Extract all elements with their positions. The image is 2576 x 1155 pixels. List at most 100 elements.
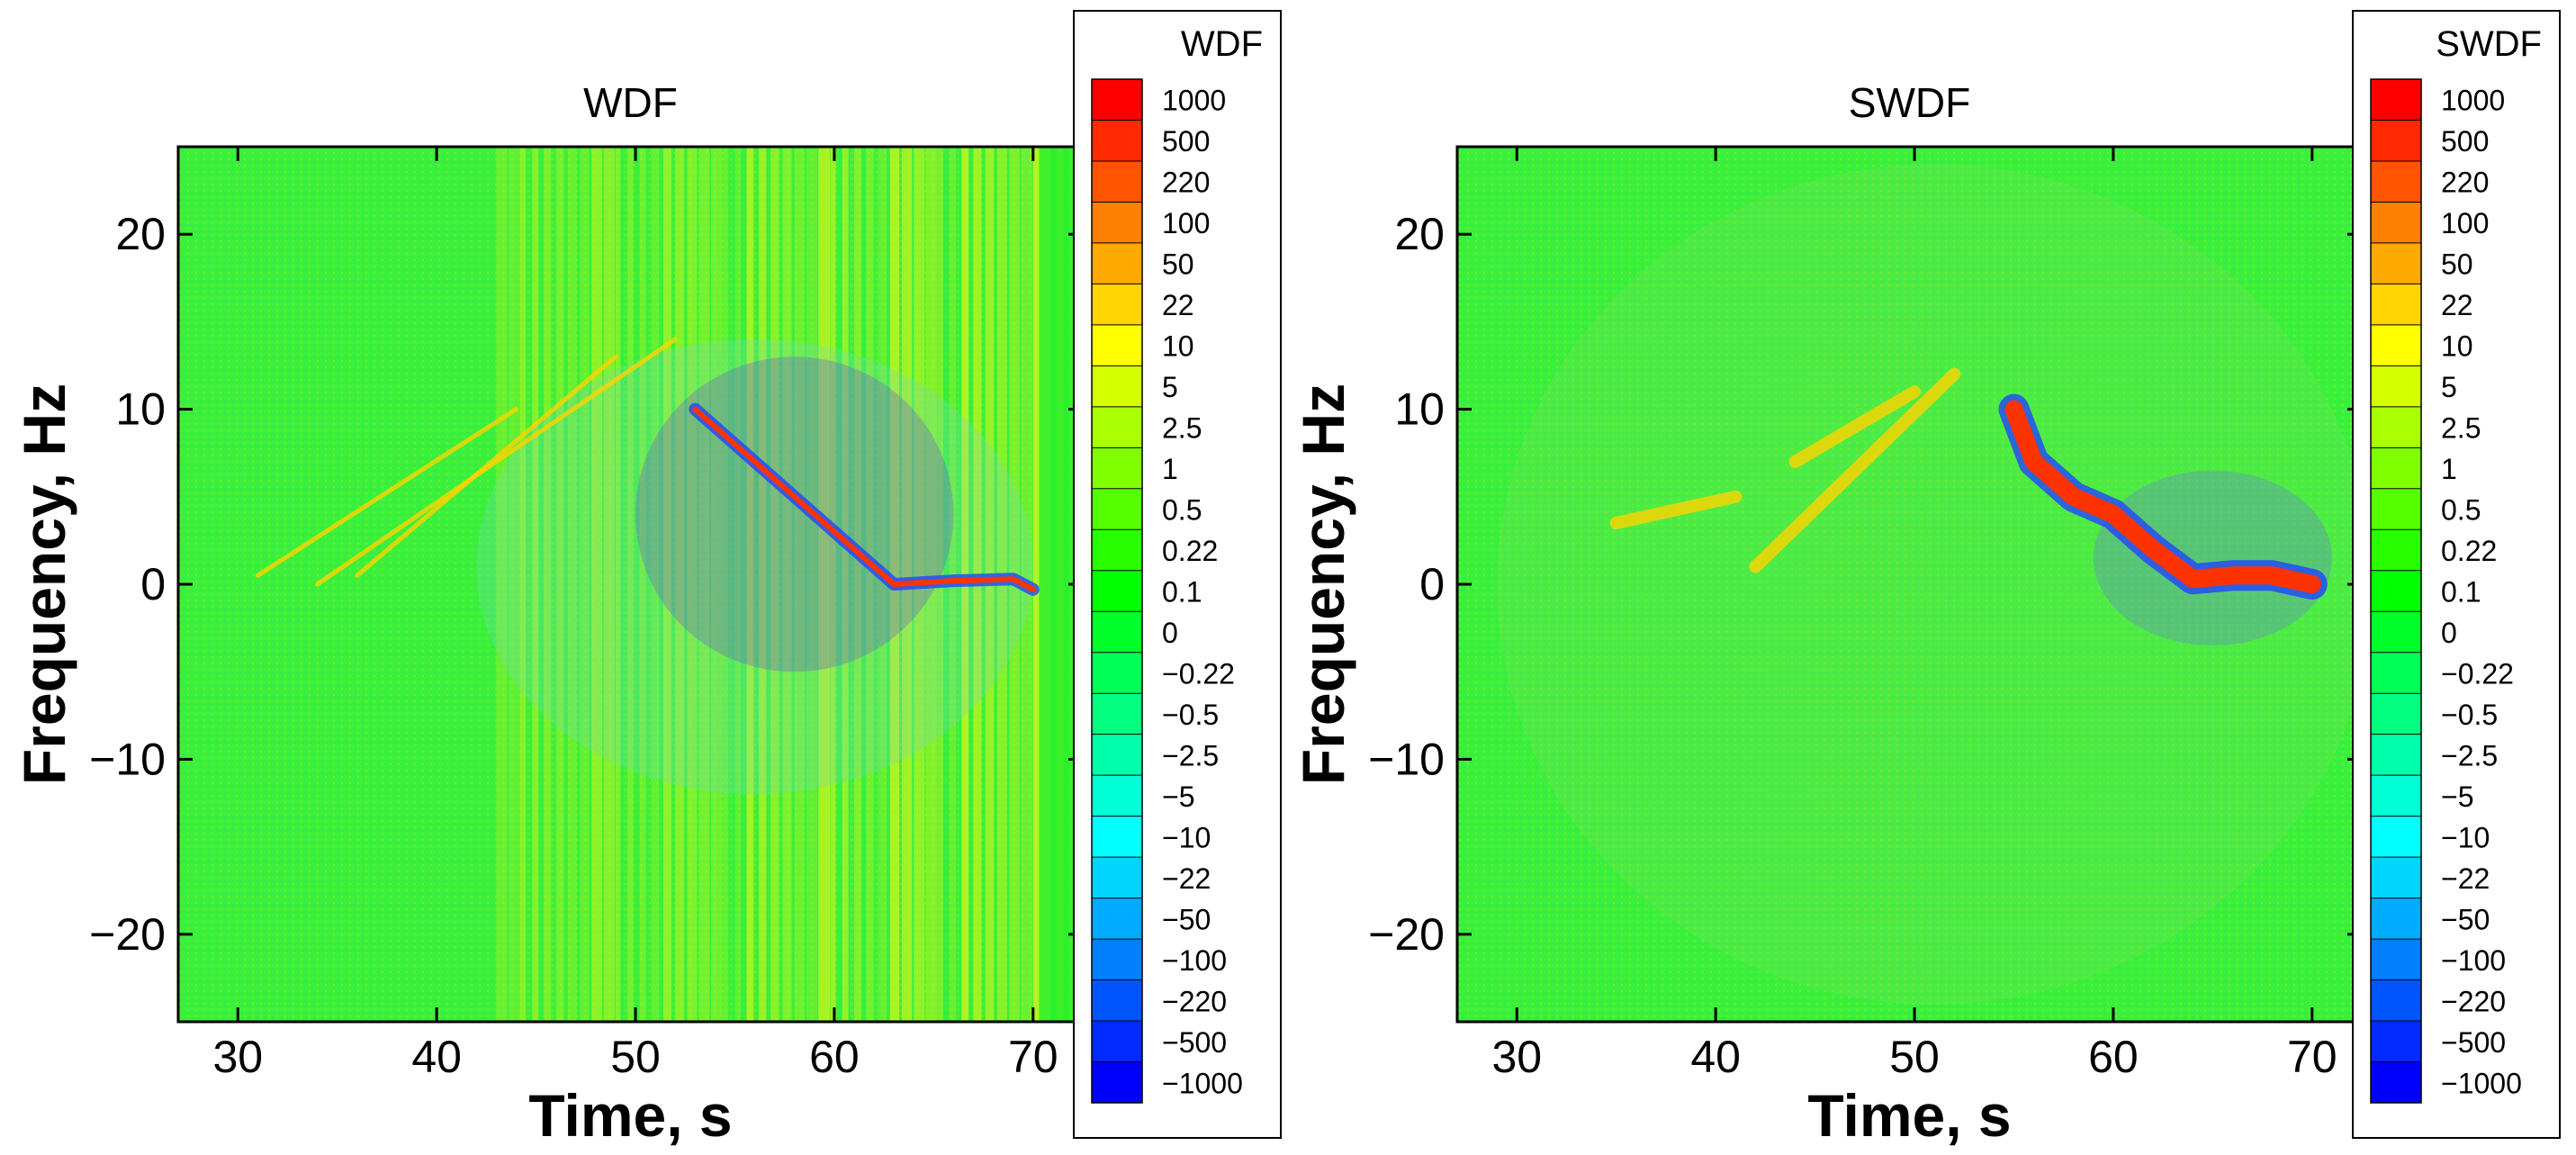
y-tick-label: 20 xyxy=(115,209,166,259)
plot-area xyxy=(178,147,1083,1022)
vertical-band xyxy=(532,147,539,1022)
colorbar-swatch xyxy=(1092,979,1142,1022)
colorbar-swatch xyxy=(1092,324,1142,366)
colorbar-label: 1 xyxy=(2441,453,2457,485)
colorbar-outline xyxy=(2370,78,2422,1104)
colorbar-label: −1000 xyxy=(2441,1067,2522,1099)
colorbar-swatch xyxy=(2371,1061,2421,1104)
vertical-band xyxy=(567,147,577,1022)
colorbar-swatch xyxy=(2371,611,2421,654)
colorbar-label: −0.22 xyxy=(1162,657,1235,690)
colorbar-swatch xyxy=(1092,529,1142,572)
colorbar-swatch xyxy=(2371,734,2421,776)
interference-region xyxy=(476,338,1033,795)
ridge xyxy=(2004,400,2321,593)
colorbar-label: −0.5 xyxy=(1162,699,1219,731)
colorbar-label: −100 xyxy=(1162,944,1227,977)
colorbar-swatch xyxy=(2371,447,2421,490)
colorbar-label: −50 xyxy=(1162,903,1211,935)
colorbar-swatch xyxy=(2371,693,2421,735)
ridge xyxy=(692,406,1036,592)
vertical-band xyxy=(830,147,836,1022)
colorbar-label: 0.1 xyxy=(2441,576,2481,609)
colorbar-swatch xyxy=(2371,488,2421,530)
colorbar-title: SWDF xyxy=(2436,24,2542,64)
vertical-band xyxy=(878,147,887,1022)
colorbar-swatch xyxy=(1092,857,1142,899)
x-tick-label: 70 xyxy=(2287,1032,2337,1082)
colorbar-swatch xyxy=(1092,120,1142,162)
vertical-band xyxy=(651,147,659,1022)
y-tick-label: 0 xyxy=(1419,559,1445,609)
colorbar-swatch xyxy=(1092,447,1142,490)
colorbar: WDF 1000 500 220 100 50 22 10 5 2.5 1 0.5 0.22 0.1 0 −0… xyxy=(1073,10,1282,1139)
x-tick-label: 60 xyxy=(809,1032,860,1082)
vertical-band xyxy=(544,147,552,1022)
y-tick-label: −10 xyxy=(1368,734,1445,784)
colorbar-swatch xyxy=(2371,365,2421,408)
x-tick-label: 30 xyxy=(1491,1032,1542,1082)
colorbar-swatch xyxy=(1092,816,1142,858)
vertical-band xyxy=(818,147,831,1022)
vertical-band xyxy=(687,147,698,1022)
colorbar-label: 0.1 xyxy=(1162,576,1202,609)
colorbar-label: 50 xyxy=(1162,248,1194,281)
colorbar-swatch xyxy=(1092,734,1142,776)
x-tick-label: 50 xyxy=(610,1032,661,1082)
interference-core xyxy=(635,356,954,672)
colorbar-title: WDF xyxy=(1181,24,1263,64)
y-axis-label: Frequency, Hz xyxy=(11,383,77,785)
colorbar-swatch xyxy=(1092,488,1142,530)
streak xyxy=(1749,367,1961,573)
colorbar-label: 100 xyxy=(2441,207,2489,239)
colorbar-swatch xyxy=(1092,160,1142,203)
vertical-band xyxy=(662,147,672,1022)
colorbar-swatch xyxy=(2371,284,2421,326)
y-axis-label: Frequency, Hz xyxy=(1290,383,1356,785)
chart-title: SWDF xyxy=(1849,79,1970,126)
colorbar-label: 1000 xyxy=(1162,85,1226,117)
vertical-band xyxy=(710,147,723,1022)
colorbar-swatch xyxy=(2371,898,2421,940)
colorbar-label: 10 xyxy=(1162,330,1194,363)
vertical-band xyxy=(842,147,849,1022)
y-tick-label: 10 xyxy=(1394,384,1445,435)
colorbar-label: 22 xyxy=(2441,289,2473,321)
streak xyxy=(255,407,518,578)
y-tick-label: −20 xyxy=(89,909,166,960)
colorbar-swatch xyxy=(2371,652,2421,694)
colorbar-label: −22 xyxy=(1162,862,1211,895)
colorbar-swatch xyxy=(1092,202,1142,244)
colorbar-swatch xyxy=(2371,79,2421,121)
colorbar-label: −500 xyxy=(1162,1026,1227,1059)
colorbar-label: 2.5 xyxy=(2441,412,2481,445)
colorbar-label: 0.5 xyxy=(2441,494,2481,527)
colorbar-label: 1000 xyxy=(2441,85,2505,117)
colorbar-swatch xyxy=(2371,324,2421,366)
y-tick-label: −10 xyxy=(89,734,166,784)
plot-area xyxy=(1457,147,2362,1022)
streak xyxy=(355,354,618,578)
colorbar-label: −5 xyxy=(2441,781,2473,813)
colorbar-label: 5 xyxy=(1162,371,1178,403)
colorbar-label: 500 xyxy=(2441,125,2489,158)
chart-title: WDF xyxy=(583,79,678,126)
colorbar-label: −0.5 xyxy=(2441,699,2498,731)
colorbar-label: 22 xyxy=(1162,289,1194,321)
colorbar-swatch xyxy=(1092,365,1142,408)
vertical-band xyxy=(615,147,621,1022)
vertical-band xyxy=(866,147,874,1022)
y-tick-label: −20 xyxy=(1368,909,1445,960)
colorbar-label: 2.5 xyxy=(1162,412,1202,445)
colorbar-label: −2.5 xyxy=(1162,739,1219,772)
x-tick-label: 50 xyxy=(1889,1032,1940,1082)
streak xyxy=(1609,490,1743,529)
colorbar-label: −100 xyxy=(2441,944,2506,977)
colorbar-label: −500 xyxy=(2441,1026,2506,1059)
colorbar-swatch xyxy=(1092,693,1142,735)
colorbar-label: −10 xyxy=(2441,821,2490,853)
colorbar-swatch xyxy=(2371,857,2421,899)
colorbar-label: −220 xyxy=(2441,985,2506,1017)
x-axis-label: Time, s xyxy=(528,1082,732,1149)
